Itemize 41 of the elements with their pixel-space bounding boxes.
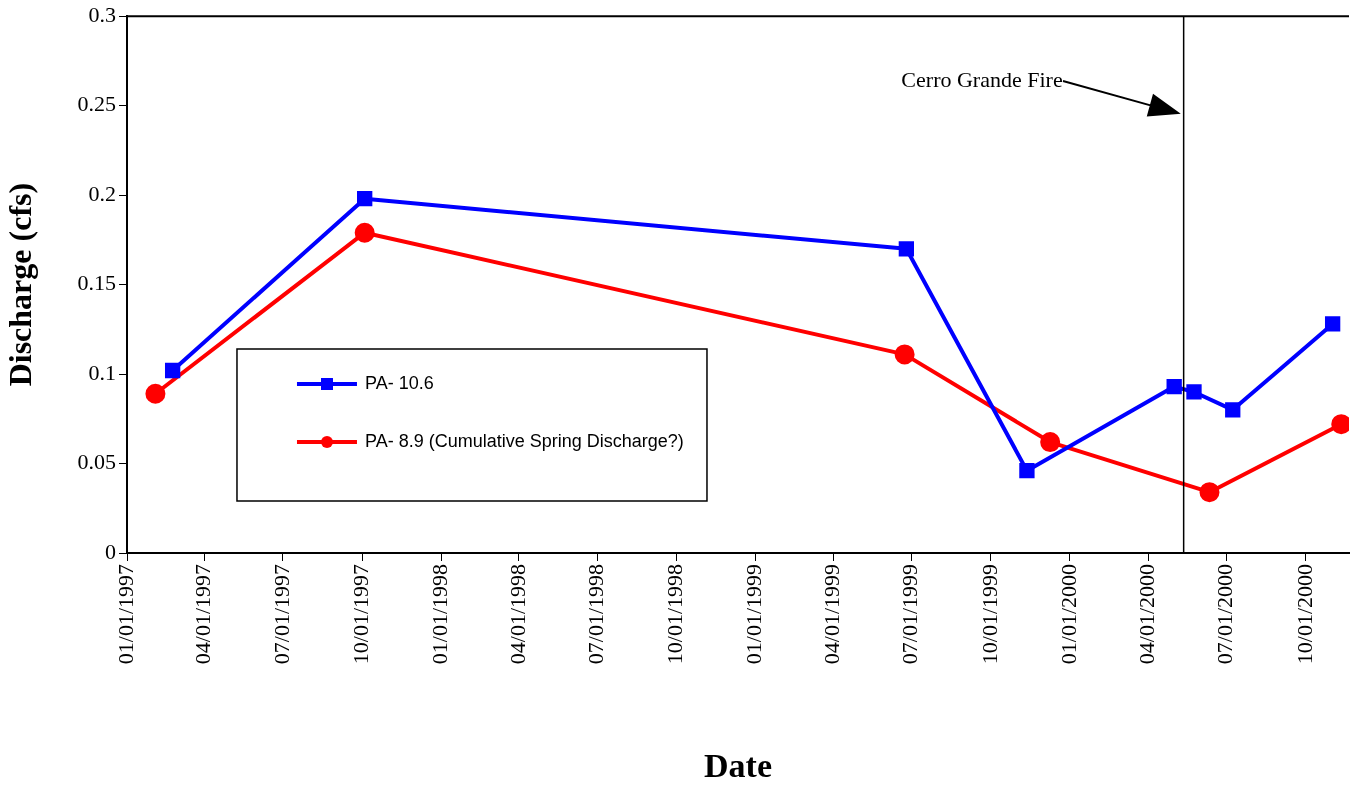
- x-tick-label: 04/01/1998: [504, 564, 530, 665]
- x-tick-label: 07/01/1997: [268, 564, 294, 665]
- x-tick-label: 07/01/2000: [1212, 564, 1238, 665]
- y-axis-title: Discharge (cfs): [2, 182, 39, 387]
- x-tick-label: 01/01/1998: [427, 564, 453, 665]
- point: [357, 191, 373, 207]
- legend-label: PA- 10.6: [364, 372, 434, 393]
- y-tick-label: 0.3: [88, 1, 116, 27]
- y-tick-label: 0: [105, 538, 116, 564]
- x-axis-title: Date: [704, 747, 772, 785]
- x-tick-label: 01/01/2000: [1055, 564, 1081, 665]
- point: [898, 241, 915, 257]
- point: [1199, 482, 1220, 503]
- point: [1166, 378, 1182, 395]
- point: [164, 362, 181, 379]
- legend-label: PA- 8.9 (Cumulative Spring Discharge?): [364, 430, 684, 451]
- y-tick-label: 0.25: [77, 91, 116, 117]
- x-tick-label: 10/01/1998: [662, 564, 688, 665]
- point: [1040, 432, 1061, 453]
- point: [1225, 402, 1241, 418]
- x-tick-label: 07/01/1999: [897, 564, 923, 665]
- annotation: Cerro Grande Fire: [901, 66, 1063, 92]
- point: [894, 344, 915, 365]
- x-tick-label: 04/01/1999: [818, 564, 844, 665]
- point: [1324, 316, 1341, 332]
- x-tick-label: 01/01/1997: [112, 564, 138, 665]
- y-tick-label: 0.1: [88, 359, 116, 385]
- x-tick-label: 04/01/2000: [1134, 564, 1160, 665]
- x-tick-label: 04/01/1997: [190, 564, 216, 665]
- x-tick-label: 10/01/2000: [1291, 564, 1317, 665]
- point: [1019, 463, 1035, 479]
- point: [354, 222, 375, 243]
- x-tick-label: 07/01/1998: [582, 564, 608, 665]
- x-tick-label: 01/01/1999: [741, 564, 767, 665]
- point: [1186, 384, 1202, 400]
- y-tick-label: 0.05: [77, 449, 116, 475]
- y-tick-label: 0.15: [77, 270, 116, 296]
- y-tick-label: 0.2: [88, 180, 116, 206]
- x-tick-label: 10/01/1999: [976, 564, 1002, 665]
- point: [145, 383, 166, 404]
- x-tick-label: 10/01/1997: [347, 564, 373, 665]
